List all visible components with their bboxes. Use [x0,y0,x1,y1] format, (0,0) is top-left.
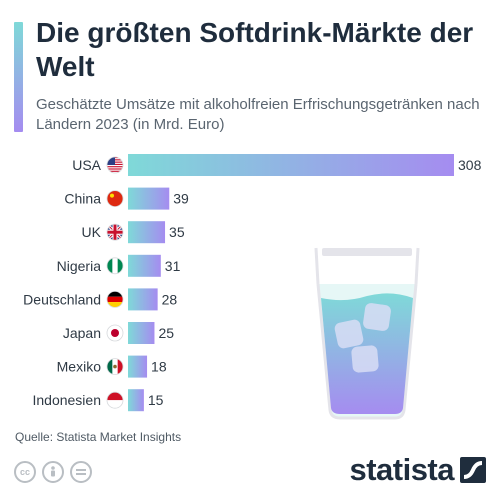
value-label: 25 [158,325,174,341]
statista-logo-icon [460,457,486,483]
bar [128,355,148,378]
no-derivatives-icon[interactable] [70,461,92,483]
category-label: UK [82,224,102,240]
uk-flag-icon [107,224,123,241]
flag-outline [106,358,124,376]
bar-row: Japan 25 [63,322,174,344]
bar [128,254,161,277]
category-label: Japan [63,325,101,341]
category-label: Mexiko [57,359,102,375]
bar-chart: USA 308 China 39 UK 35 Nigeria 31 Deutschland 28 J… [23,154,482,420]
category-label: Nigeria [57,258,102,274]
source-note: Quelle: Statista Market Insights [15,430,182,444]
bar [128,389,144,412]
flag-outline [106,290,124,308]
bar [128,154,454,176]
value-label: 31 [165,258,181,274]
glass-illustration-icon [314,247,420,420]
mx-flag-icon [107,358,123,375]
value-label: 35 [169,224,185,240]
bar-row: UK 35 [82,221,185,244]
bar-row: Indonesien 15 [32,389,164,412]
bar-row: USA 308 [72,154,482,176]
value-label: 39 [173,191,189,207]
ng-flag-icon [107,257,123,274]
category-label: Deutschland [23,291,101,307]
de-flag-icon [107,291,123,308]
category-label: China [64,191,101,207]
cc-license-icon[interactable]: cc [14,461,36,483]
bar-row: Mexiko 18 [57,355,167,378]
bar [128,288,158,311]
license-icons: cc [14,461,92,483]
cn-flag-icon [107,190,123,207]
title-accent-bar [14,22,23,132]
jp-flag-icon [107,325,123,341]
flag-outline [106,257,124,275]
statista-logo[interactable]: statista [349,452,486,488]
bar-row: Nigeria 31 [57,254,181,277]
flag-outline [106,223,124,241]
flag-outline [106,391,124,409]
chart-subtitle: Geschätzte Umsätze mit alkoholfreien Erf… [36,96,480,133]
flag-outline [106,190,124,208]
bar [128,221,166,244]
bar-row: China 39 [64,187,189,210]
value-label: 15 [148,392,164,408]
flag-outline [106,156,124,174]
flag-outline [106,324,124,342]
attribution-icon[interactable] [42,461,64,483]
value-label: 18 [151,359,167,375]
us-flag-icon [107,157,123,173]
value-label: 308 [458,157,482,173]
value-label: 28 [162,291,178,307]
bar-row: Deutschland 28 [23,288,178,311]
category-label: USA [72,157,101,173]
logo-text: statista [349,452,454,487]
category-label: Indonesien [32,392,101,408]
bar [128,322,155,344]
chart-title: Die größten Softdrink-Märkte der Welt [36,17,474,82]
bar [128,187,170,210]
id-flag-icon [107,392,123,409]
